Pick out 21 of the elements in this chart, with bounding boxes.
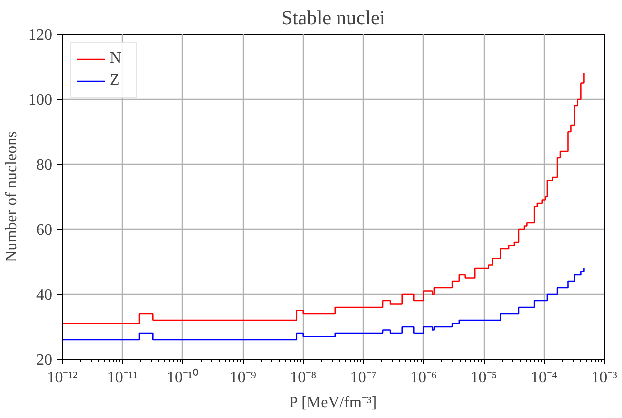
chart-title: Stable nuclei [282,8,386,30]
y-tick-label: 100 [28,92,52,109]
y-axis-title: Number of nucleons [4,132,20,262]
x-tick-label: 10⁻⁵ [470,370,498,386]
x-tick-label: 10⁻⁴ [530,370,558,386]
x-tick-label: 10⁻¹¹ [107,370,138,386]
x-tick-label: 10⁻⁶ [410,370,438,386]
x-tick-label: 10⁻⁷ [350,370,377,386]
x-tick-label: 10⁻⁹ [230,370,257,386]
y-tick-label: 20 [36,352,52,369]
x-axis-title: P [MeV/fm⁻³] [289,394,378,412]
y-tick-label: 80 [36,157,52,174]
legend-label: Z [110,72,121,90]
x-tick-label: 10⁻¹² [47,370,78,386]
y-tick-label: 120 [28,27,52,44]
x-tick-label: 10⁻³ [592,370,618,386]
x-tick-label: 10⁻⁸ [290,370,317,386]
x-tick-label: 10⁻¹⁰ [167,368,199,386]
y-tick-label: 40 [36,287,52,304]
legend-label: N [110,50,123,68]
y-tick-label: 60 [36,222,52,239]
